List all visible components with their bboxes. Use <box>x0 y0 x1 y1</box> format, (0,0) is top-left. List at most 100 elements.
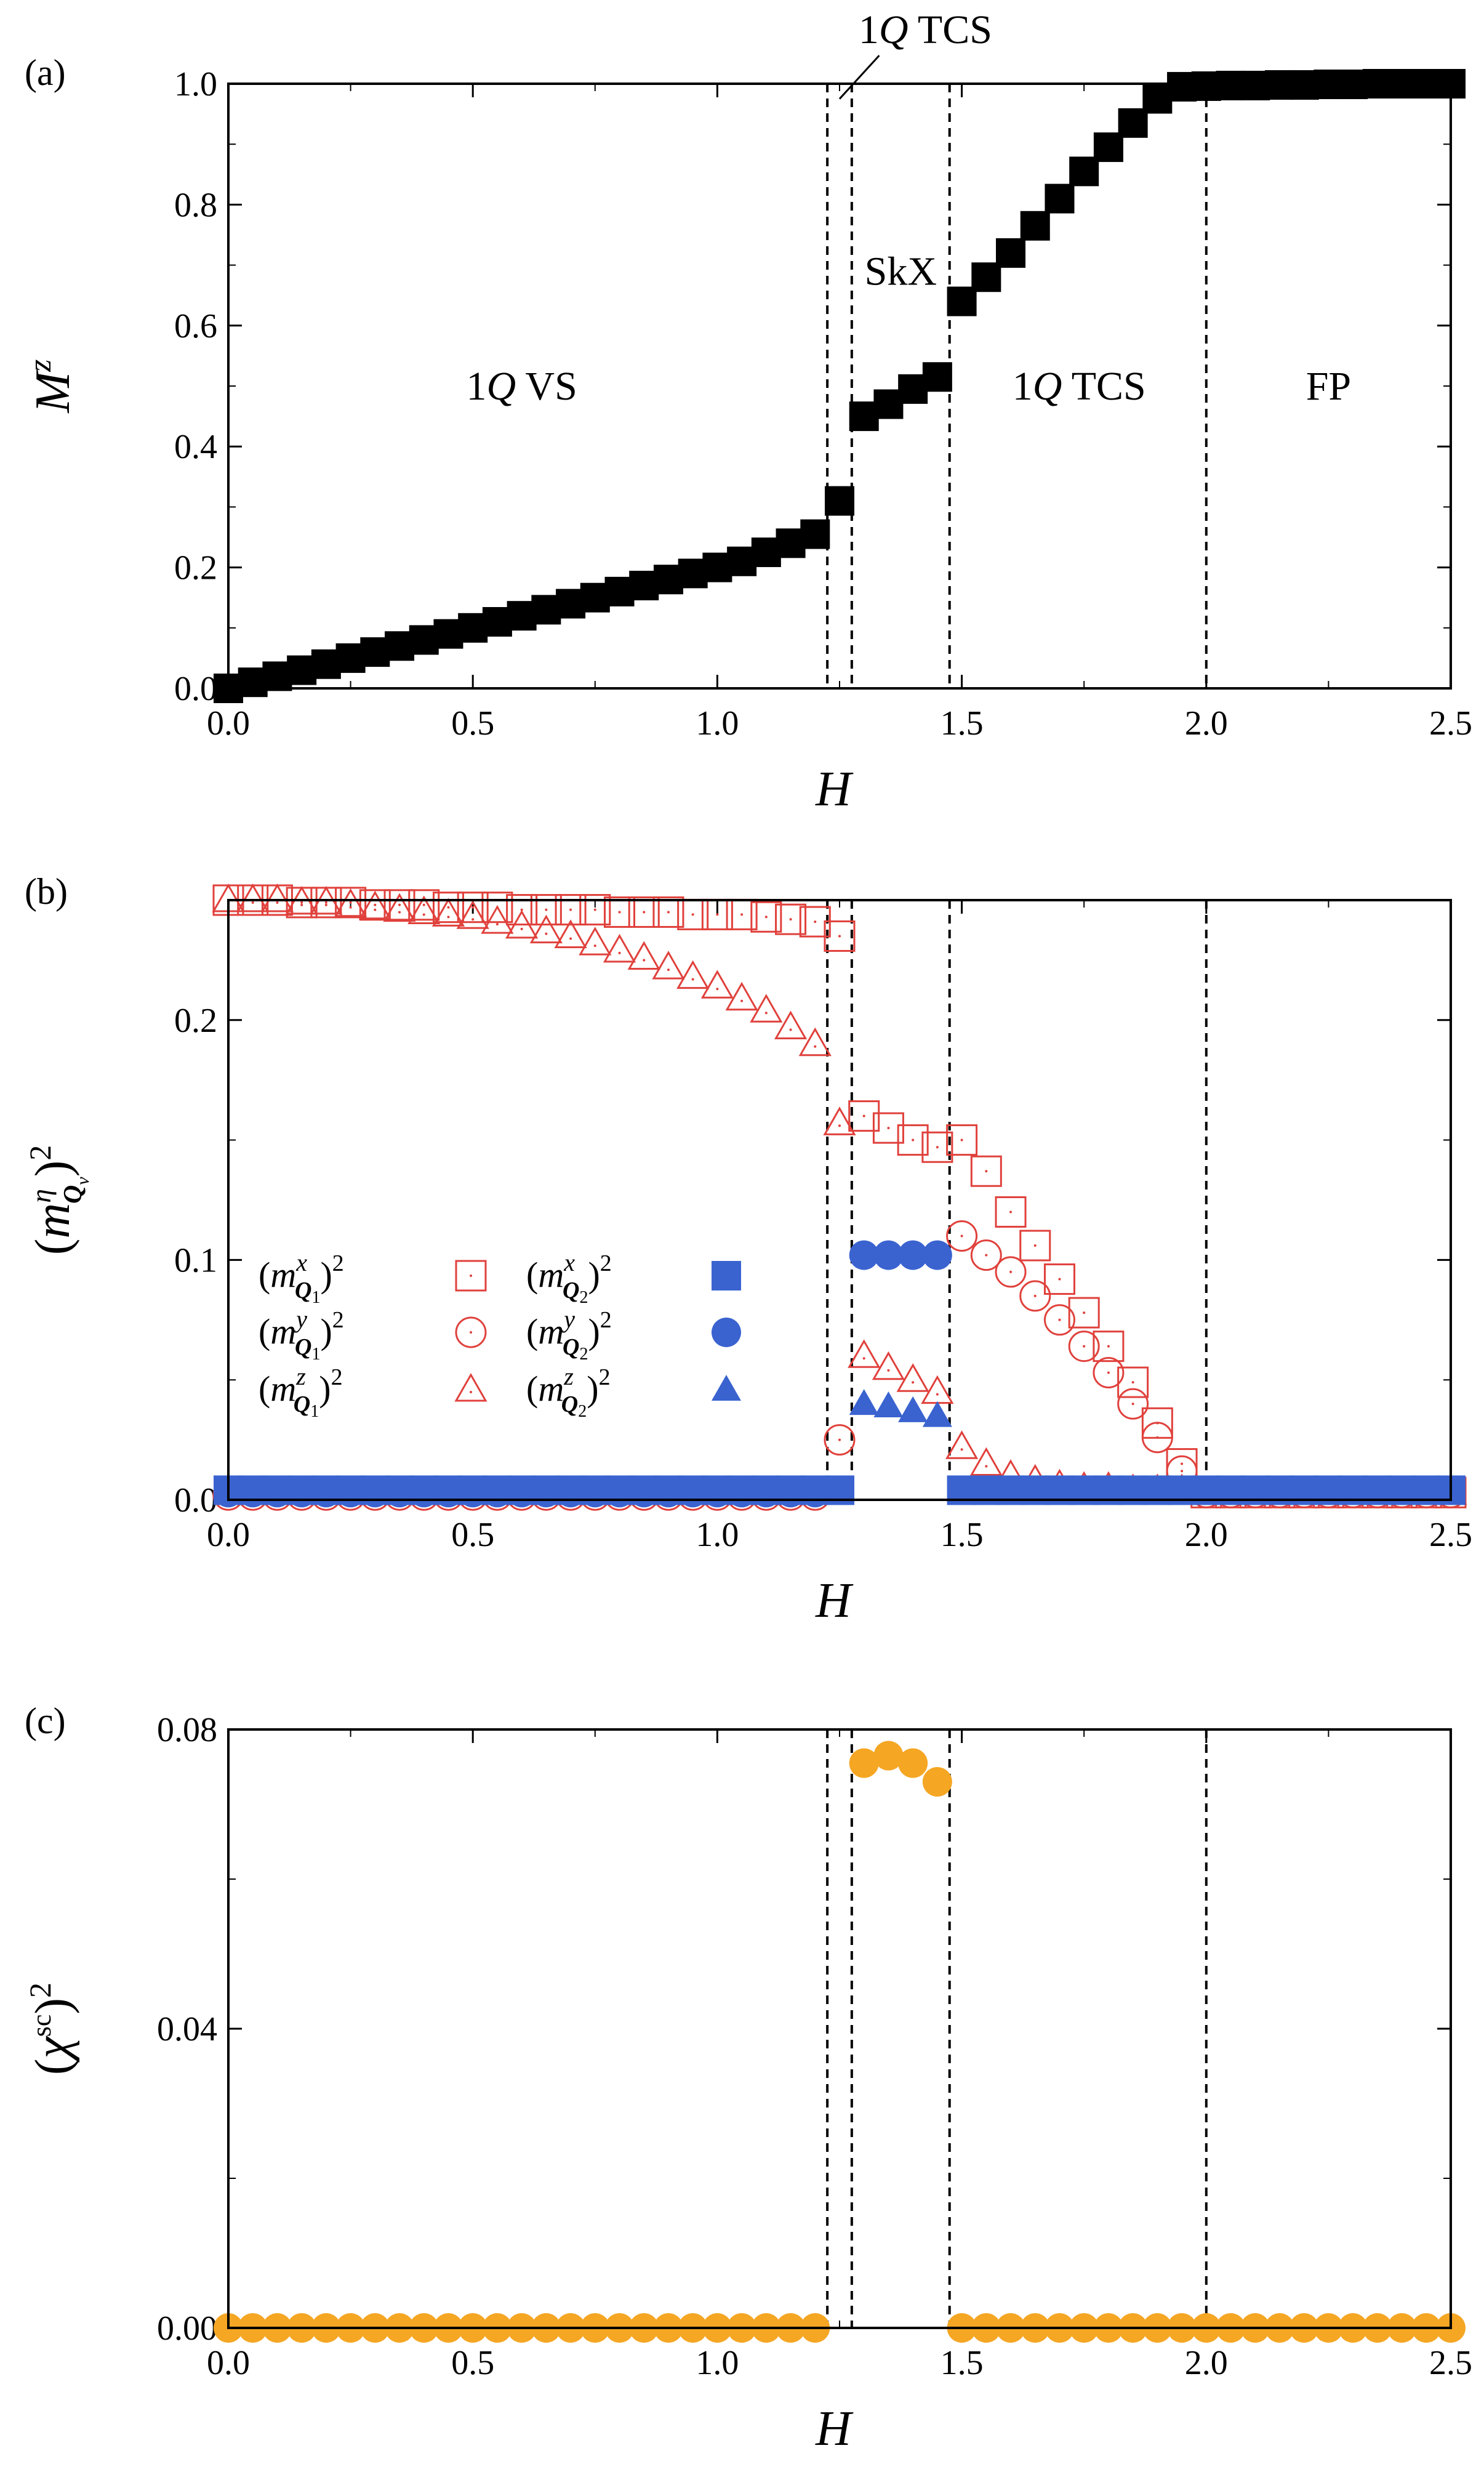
panel-c: (c) 0.0 0.5 1.0 1.5 2.0 2.5 0.00 0.04 0.08 H (χsc)2 <box>23 1701 1472 2456</box>
y-title-sq: 2 <box>23 1145 57 1161</box>
data-point <box>775 903 807 935</box>
square-outline <box>775 903 807 935</box>
data-point <box>579 894 611 926</box>
triangle-center-dot <box>422 913 425 916</box>
triangle-center-dot <box>398 911 401 914</box>
circle-center-dot <box>1107 1371 1110 1374</box>
region-name: VS <box>516 364 577 409</box>
circle-outline <box>1019 1280 1051 1312</box>
square-outline <box>455 1260 487 1292</box>
data-point <box>579 927 612 956</box>
legend-marker <box>454 1372 487 1402</box>
y-axis-title: (χsc)2 <box>23 1983 80 2075</box>
circle-outline <box>1093 1357 1125 1389</box>
data-point <box>946 1124 978 1156</box>
data-point <box>969 1447 1003 1476</box>
triangle-center-dot <box>740 999 744 1002</box>
data-point <box>922 1401 952 1427</box>
triangle-center-dot <box>520 927 523 930</box>
square-center-dot <box>593 908 596 911</box>
legend-item: (my Q2)2 <box>526 1305 741 1364</box>
triangle-outline <box>236 883 270 912</box>
square-outline <box>604 896 636 928</box>
square-outline <box>506 894 538 926</box>
triangle-outline <box>481 905 514 934</box>
legend-close: ) <box>320 1255 332 1295</box>
x-tick-label: 1.0 <box>696 2344 739 2382</box>
legend-Q: Q <box>295 1334 311 1360</box>
triangle-outline <box>750 994 783 1023</box>
legend-paren: ( <box>259 1369 270 1409</box>
circle-center-dot <box>1033 1294 1037 1297</box>
series-0 <box>214 1741 1466 2343</box>
legend-m: m <box>538 1311 564 1351</box>
circle-center-dot <box>1083 1345 1086 1348</box>
data-point <box>1043 1263 1075 1295</box>
triangle-center-dot <box>814 1045 817 1048</box>
legend-Q: Q <box>294 1391 310 1417</box>
circle-outline <box>1068 1331 1100 1363</box>
legend-paren: ( <box>526 1255 538 1295</box>
square-center-dot <box>789 918 792 921</box>
region-prefix: 1 <box>1013 364 1033 409</box>
square-outline <box>824 920 856 952</box>
data-point <box>725 981 758 1011</box>
square-center-dot <box>887 1127 890 1130</box>
legend-sq: 2 <box>331 1364 343 1390</box>
legend-item: (mz Q1)2 <box>259 1363 487 1421</box>
data-point <box>457 892 489 924</box>
data-point <box>947 1475 977 1502</box>
data-point <box>628 896 660 928</box>
data-point <box>825 486 854 516</box>
square-outline <box>335 887 367 919</box>
square-center-dot <box>618 911 621 914</box>
triangle-center-dot <box>545 932 548 935</box>
legend-item: (mx Q2)2 <box>526 1249 741 1307</box>
x-tick-label: 1.0 <box>696 704 739 743</box>
triangle-center-dot <box>276 901 279 904</box>
data-point <box>898 1240 928 1270</box>
data-point <box>995 1196 1027 1228</box>
triangle-center-dot <box>838 1124 841 1127</box>
data-point <box>921 1131 953 1163</box>
y-tick-label: 0.0 <box>174 670 217 708</box>
region-label: FP <box>1306 364 1351 409</box>
square-center-dot <box>569 908 572 911</box>
region-q: Q <box>1033 364 1062 409</box>
data-point <box>431 898 465 927</box>
square-center-dot <box>862 1114 865 1117</box>
data-point <box>1117 1388 1149 1420</box>
y-title-close: ) <box>26 1161 80 1177</box>
data-point <box>945 1430 979 1459</box>
square-center-dot <box>838 935 841 938</box>
data-point <box>774 1010 808 1039</box>
panel-label: (c) <box>25 1701 66 1741</box>
legend-entry-text: (mx Q1)2 <box>259 1249 344 1307</box>
x-tick-label: 0.5 <box>451 2344 494 2382</box>
circle-outline <box>995 1256 1027 1288</box>
square-outline <box>408 889 440 921</box>
circle-outline <box>824 1424 856 1456</box>
square-center-dot <box>1058 1278 1061 1281</box>
data-point <box>848 1100 880 1132</box>
data-point <box>1019 1230 1051 1262</box>
data-point <box>823 1106 856 1135</box>
data-point <box>1068 1331 1100 1363</box>
triangle-center-dot <box>470 1391 472 1393</box>
y-title-eta: η <box>25 1189 57 1203</box>
square-center-dot <box>1181 1462 1184 1465</box>
triangle-outline <box>945 1430 979 1459</box>
legend-sup: z <box>295 1363 306 1390</box>
y-tick-label: 0.1 <box>174 1241 217 1279</box>
data-point <box>971 1475 1001 1502</box>
legend-Q: Q <box>295 1278 311 1303</box>
x-tick-label: 1.5 <box>941 1516 984 1554</box>
data-point <box>236 883 270 912</box>
data-point <box>1069 1475 1099 1502</box>
y-tick-label: 1.0 <box>174 65 217 103</box>
circle-outline <box>970 1239 1002 1271</box>
triangle-outline <box>627 941 660 970</box>
y-tick-label: 0.2 <box>174 1002 217 1040</box>
triangle-center-dot <box>251 901 254 904</box>
triangle-outline <box>505 909 539 939</box>
